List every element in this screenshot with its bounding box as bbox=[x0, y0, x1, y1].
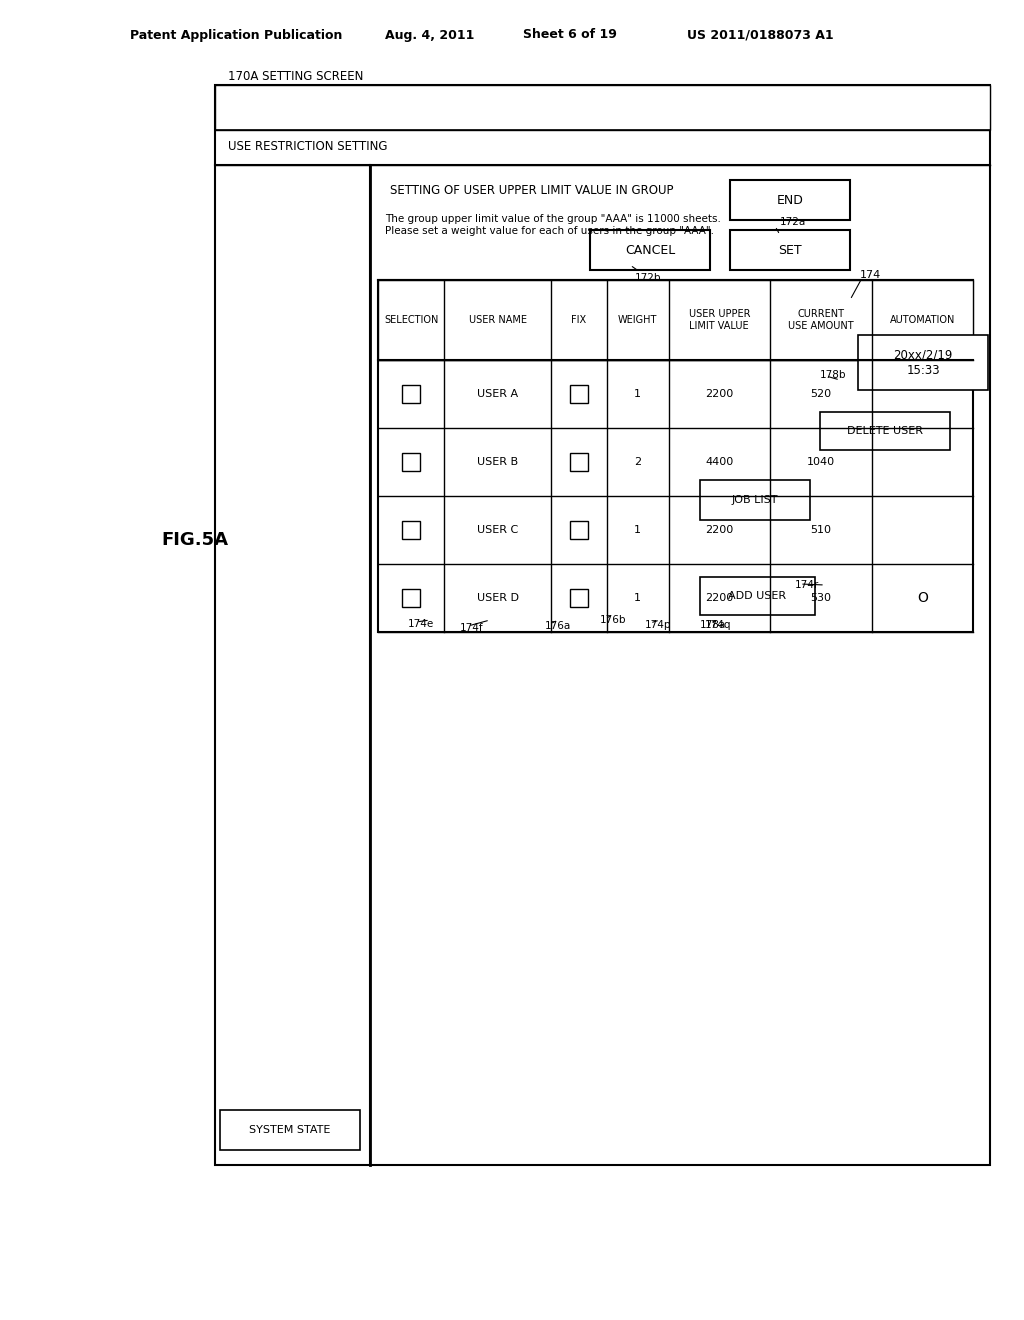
Bar bbox=[569, 589, 588, 607]
Bar bbox=[569, 521, 588, 539]
Text: 4400: 4400 bbox=[706, 457, 733, 467]
Text: USE RESTRICTION SETTING: USE RESTRICTION SETTING bbox=[228, 140, 387, 153]
Text: 1040: 1040 bbox=[807, 457, 835, 467]
Bar bbox=[402, 589, 420, 607]
Text: USER B: USER B bbox=[477, 457, 518, 467]
Text: 2200: 2200 bbox=[706, 389, 733, 399]
Text: 176b: 176b bbox=[600, 615, 627, 624]
Bar bbox=[700, 577, 815, 615]
Text: DELETE USER: DELETE USER bbox=[847, 426, 923, 436]
Bar bbox=[590, 230, 710, 271]
Bar bbox=[730, 180, 850, 220]
Text: 530: 530 bbox=[810, 593, 831, 603]
Bar bbox=[402, 521, 420, 539]
Text: ADD USER: ADD USER bbox=[728, 591, 786, 601]
Text: 20xx/2/19
15:33: 20xx/2/19 15:33 bbox=[893, 348, 952, 376]
Bar bbox=[215, 84, 990, 1166]
Text: 174: 174 bbox=[860, 271, 882, 280]
Text: FIG.5A: FIG.5A bbox=[162, 531, 228, 549]
Bar bbox=[730, 230, 850, 271]
Text: 172a: 172a bbox=[780, 216, 806, 227]
Bar bbox=[378, 280, 973, 360]
Text: WEIGHT: WEIGHT bbox=[617, 315, 657, 325]
Text: Patent Application Publication: Patent Application Publication bbox=[130, 29, 342, 41]
Text: 174p: 174p bbox=[645, 620, 672, 630]
Text: 510: 510 bbox=[810, 525, 831, 535]
Bar bbox=[402, 453, 420, 471]
Text: 174r: 174r bbox=[795, 579, 819, 590]
Text: JOB LIST: JOB LIST bbox=[732, 495, 778, 506]
Bar bbox=[402, 385, 420, 403]
Text: 170A SETTING SCREEN: 170A SETTING SCREEN bbox=[228, 70, 364, 83]
Text: SYSTEM STATE: SYSTEM STATE bbox=[249, 1125, 331, 1135]
Text: O: O bbox=[916, 591, 928, 605]
Text: 1: 1 bbox=[634, 389, 641, 399]
Text: END: END bbox=[776, 194, 804, 206]
Text: SETTING OF USER UPPER LIMIT VALUE IN GROUP: SETTING OF USER UPPER LIMIT VALUE IN GRO… bbox=[390, 183, 674, 197]
Bar bbox=[215, 84, 990, 129]
Bar bbox=[858, 335, 988, 389]
Text: The group upper limit value of the group "AAA" is 11000 sheets.
Please set a wei: The group upper limit value of the group… bbox=[385, 214, 721, 236]
Text: 520: 520 bbox=[810, 389, 831, 399]
Text: 1: 1 bbox=[634, 593, 641, 603]
Bar bbox=[378, 280, 973, 632]
Text: CURRENT
USE AMOUNT: CURRENT USE AMOUNT bbox=[787, 309, 854, 331]
Text: USER NAME: USER NAME bbox=[469, 315, 526, 325]
Text: 2: 2 bbox=[634, 457, 641, 467]
Text: 174q: 174q bbox=[705, 620, 731, 630]
Text: 174e: 174e bbox=[408, 619, 434, 630]
Bar bbox=[820, 412, 950, 450]
Text: 178b: 178b bbox=[820, 370, 847, 380]
Text: Sheet 6 of 19: Sheet 6 of 19 bbox=[523, 29, 616, 41]
Text: 2200: 2200 bbox=[706, 525, 733, 535]
Text: USER D: USER D bbox=[476, 593, 518, 603]
Text: SET: SET bbox=[778, 243, 802, 256]
Bar bbox=[220, 1110, 360, 1150]
Text: AUTOMATION: AUTOMATION bbox=[890, 315, 955, 325]
Text: CANCEL: CANCEL bbox=[625, 243, 675, 256]
Bar bbox=[569, 453, 588, 471]
Bar bbox=[569, 385, 588, 403]
Text: USER C: USER C bbox=[477, 525, 518, 535]
Text: 1: 1 bbox=[634, 525, 641, 535]
Text: Aug. 4, 2011: Aug. 4, 2011 bbox=[385, 29, 475, 41]
Text: 178a: 178a bbox=[700, 620, 726, 630]
Text: 172b: 172b bbox=[635, 273, 662, 282]
Text: USER A: USER A bbox=[477, 389, 518, 399]
Text: USER UPPER
LIMIT VALUE: USER UPPER LIMIT VALUE bbox=[688, 309, 750, 331]
Text: 2200: 2200 bbox=[706, 593, 733, 603]
Text: FIX: FIX bbox=[571, 315, 587, 325]
Text: SELECTION: SELECTION bbox=[384, 315, 438, 325]
Text: 176a: 176a bbox=[545, 620, 571, 631]
Text: 174f: 174f bbox=[460, 623, 483, 634]
Bar bbox=[700, 480, 810, 520]
Text: US 2011/0188073 A1: US 2011/0188073 A1 bbox=[687, 29, 834, 41]
